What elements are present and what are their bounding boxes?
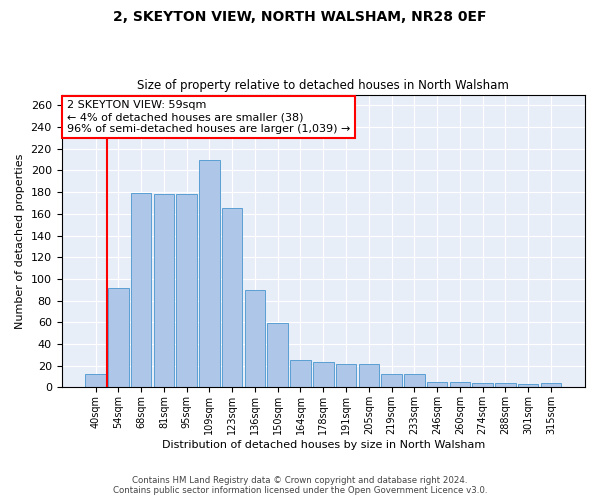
Bar <box>541 383 561 388</box>
Bar <box>290 360 311 388</box>
Y-axis label: Number of detached properties: Number of detached properties <box>15 154 25 328</box>
Bar <box>131 194 151 388</box>
Bar <box>222 208 242 388</box>
Bar <box>359 364 379 388</box>
Bar <box>336 364 356 388</box>
Title: Size of property relative to detached houses in North Walsham: Size of property relative to detached ho… <box>137 79 509 92</box>
Bar <box>472 383 493 388</box>
Bar <box>108 288 128 388</box>
Bar <box>154 194 174 388</box>
Bar <box>199 160 220 388</box>
Bar <box>85 374 106 388</box>
Text: Contains HM Land Registry data © Crown copyright and database right 2024.
Contai: Contains HM Land Registry data © Crown c… <box>113 476 487 495</box>
Bar <box>495 383 515 388</box>
Bar <box>427 382 448 388</box>
Bar <box>404 374 425 388</box>
Bar <box>449 382 470 388</box>
Bar <box>518 384 538 388</box>
X-axis label: Distribution of detached houses by size in North Walsham: Distribution of detached houses by size … <box>161 440 485 450</box>
Bar <box>313 362 334 388</box>
Bar <box>176 194 197 388</box>
Bar <box>382 374 402 388</box>
Bar <box>245 290 265 388</box>
Text: 2, SKEYTON VIEW, NORTH WALSHAM, NR28 0EF: 2, SKEYTON VIEW, NORTH WALSHAM, NR28 0EF <box>113 10 487 24</box>
Bar <box>268 324 288 388</box>
Text: 2 SKEYTON VIEW: 59sqm
← 4% of detached houses are smaller (38)
96% of semi-detac: 2 SKEYTON VIEW: 59sqm ← 4% of detached h… <box>67 100 350 134</box>
